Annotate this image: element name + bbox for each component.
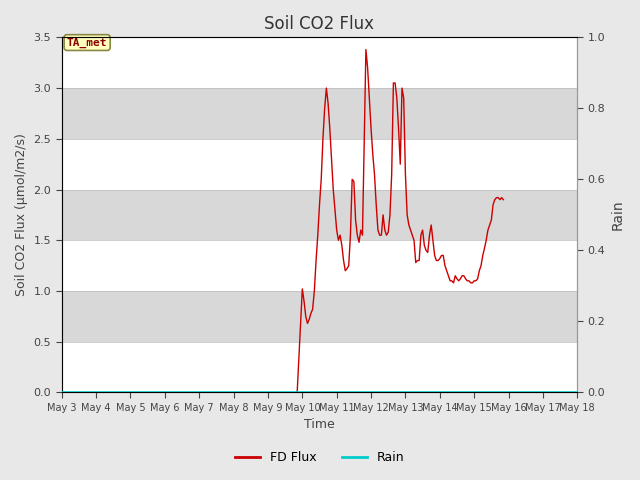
Bar xyxy=(61,88,577,139)
Title: Soil CO2 Flux: Soil CO2 Flux xyxy=(264,15,374,33)
Y-axis label: Soil CO2 Flux (μmol/m2/s): Soil CO2 Flux (μmol/m2/s) xyxy=(15,133,28,296)
Y-axis label: Rain: Rain xyxy=(611,200,625,230)
Legend: FD Flux, Rain: FD Flux, Rain xyxy=(230,446,410,469)
Bar xyxy=(61,190,577,240)
Text: TA_met: TA_met xyxy=(67,37,108,48)
X-axis label: Time: Time xyxy=(304,419,335,432)
Bar xyxy=(61,291,577,342)
